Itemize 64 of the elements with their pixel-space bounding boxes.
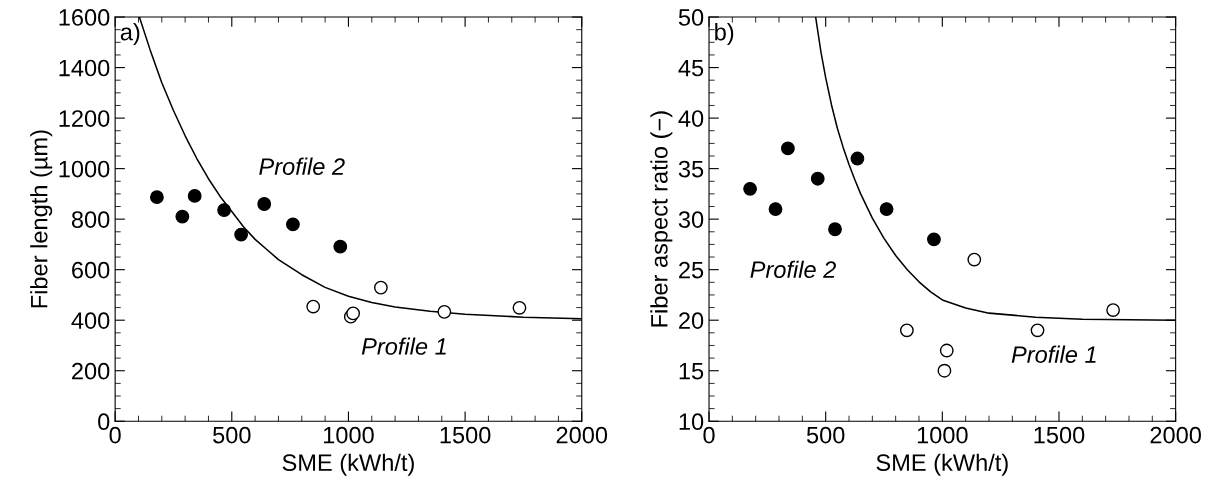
x-tick-label: 1000: [917, 426, 968, 444]
point: [780, 141, 795, 156]
y-tick-label: 1200: [59, 110, 110, 127]
x-axis-title: SME (kWh/t): [876, 453, 1008, 476]
x-tick-label: 0: [703, 426, 715, 444]
point: [850, 151, 865, 166]
y-tick-label: 0: [98, 413, 110, 431]
point: [175, 209, 190, 224]
point: [217, 203, 232, 217]
point: [828, 222, 842, 237]
y-tick-label: 20: [679, 312, 704, 329]
y-tick-label: 30: [678, 211, 704, 228]
point: [768, 202, 783, 216]
point: [967, 252, 982, 267]
point: [286, 217, 300, 232]
y-tick-label: 600: [72, 261, 110, 279]
annotation: Profile 2: [750, 260, 836, 279]
y-tick-label: 40: [678, 110, 704, 127]
x-tick-label: 0: [109, 426, 121, 444]
point: [879, 202, 894, 216]
x-axis-title: SME (kWh/t): [282, 453, 414, 476]
x-tick-label: 1500: [1034, 426, 1085, 444]
point: [512, 300, 527, 315]
annotation: b): [715, 23, 734, 46]
point: [306, 299, 321, 314]
point: [810, 171, 825, 186]
y-axis-title: Fiber aspect ratio (−): [650, 111, 673, 327]
x-tick-label: 500: [806, 426, 845, 444]
point: [939, 343, 954, 358]
x-tick-label: 1000: [323, 426, 374, 444]
point: [373, 280, 388, 295]
point: [437, 304, 452, 319]
point: [927, 232, 941, 247]
y-tick-label: 400: [71, 312, 110, 329]
y-tick-label: 15: [679, 363, 704, 380]
y-axis-title: Fiber length (µm): [30, 130, 53, 308]
x-tick-label: 1500: [440, 426, 491, 444]
x-tick-label: 2000: [1150, 426, 1201, 444]
annotation: a): [120, 23, 140, 46]
y-tick-label: 1400: [59, 59, 110, 77]
y-tick-label: 200: [72, 362, 110, 380]
y-tick-label: 35: [678, 160, 704, 178]
y-tick-label: 45: [678, 59, 704, 77]
x-tick-label: 2000: [556, 426, 608, 444]
point: [743, 181, 757, 196]
point: [234, 227, 249, 242]
y-tick-label: 1600: [59, 9, 110, 26]
point: [1030, 323, 1045, 338]
y-tick-label: 1000: [59, 160, 110, 178]
y-tick-label: 800: [71, 211, 110, 228]
annotation: Profile 1: [361, 337, 446, 355]
point: [257, 197, 272, 211]
point: [937, 363, 952, 378]
y-tick-label: 25: [679, 261, 704, 279]
y-tick-label: 10: [679, 413, 704, 431]
x-tick-label: 500: [213, 426, 251, 444]
point: [149, 190, 164, 205]
annotation: Profile 1: [1011, 345, 1096, 363]
annotation: Profile 2: [259, 157, 345, 175]
point: [187, 189, 202, 203]
y-tick-label: 50: [678, 9, 704, 26]
point: [899, 323, 914, 338]
point: [1106, 303, 1121, 318]
point: [333, 239, 348, 254]
